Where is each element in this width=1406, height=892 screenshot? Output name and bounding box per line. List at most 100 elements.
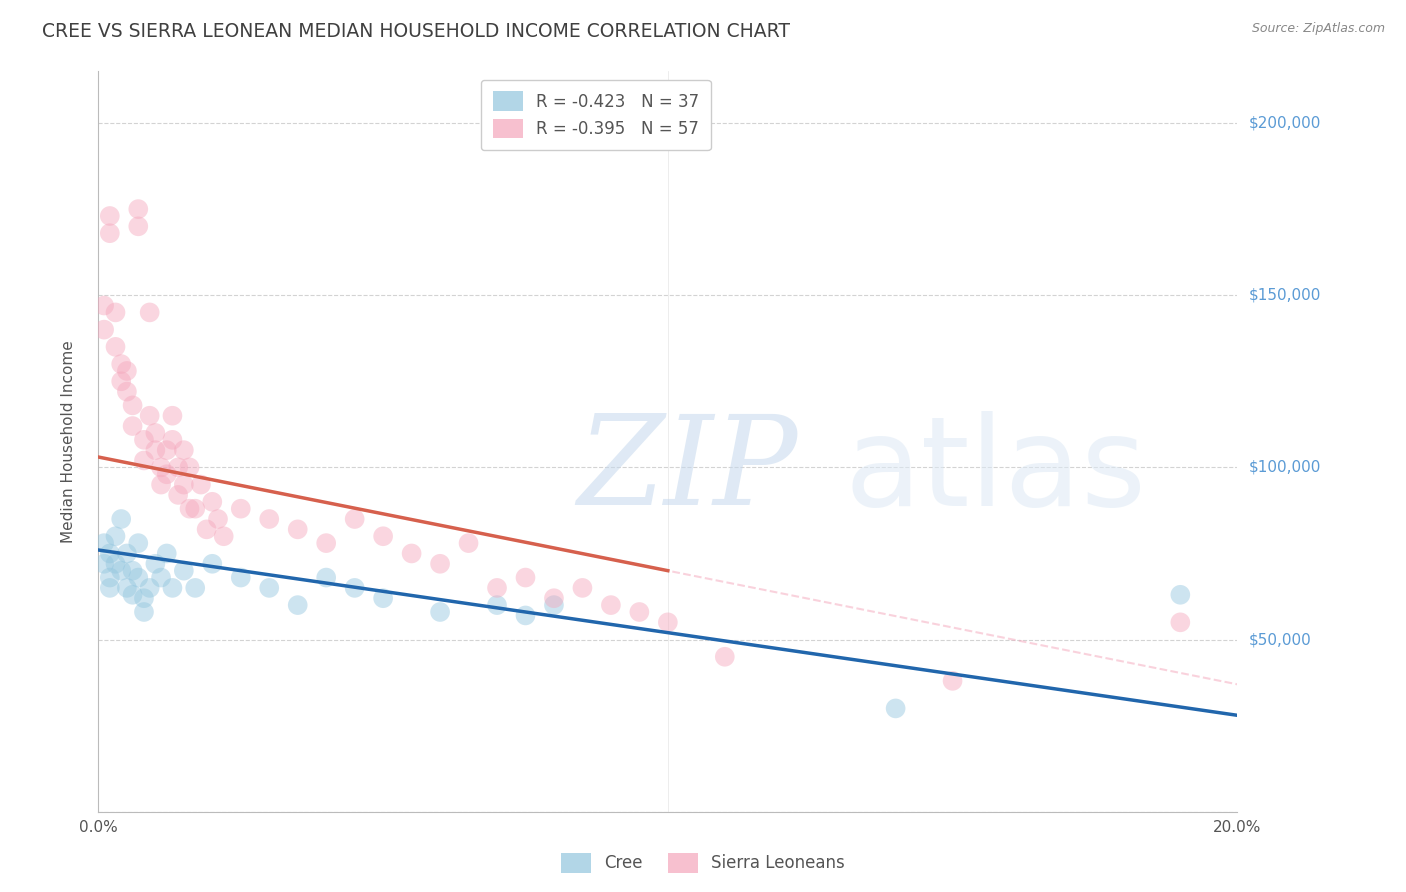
Point: [98, 226, 121, 240]
Point: [138, 409, 160, 423]
Point: [714, 649, 737, 664]
Legend: R = -0.423   N = 37, R = -0.395   N = 57: R = -0.423 N = 37, R = -0.395 N = 57: [481, 79, 711, 150]
Point: [104, 529, 127, 543]
Point: [429, 605, 451, 619]
Point: [115, 581, 138, 595]
Point: [201, 557, 224, 571]
Point: [98, 570, 121, 584]
Point: [543, 591, 565, 606]
Point: [571, 581, 593, 595]
Point: [287, 598, 309, 612]
Point: [98, 581, 121, 595]
Text: CREE VS SIERRA LEONEAN MEDIAN HOUSEHOLD INCOME CORRELATION CHART: CREE VS SIERRA LEONEAN MEDIAN HOUSEHOLD …: [42, 22, 790, 41]
Text: atlas: atlas: [845, 410, 1146, 532]
Point: [121, 398, 143, 412]
Point: [173, 564, 195, 578]
Point: [429, 557, 451, 571]
Point: [104, 340, 127, 354]
Point: [156, 443, 179, 458]
Point: [515, 570, 537, 584]
Point: [515, 608, 537, 623]
Point: [132, 453, 155, 467]
Point: [132, 605, 155, 619]
Point: [145, 557, 167, 571]
Point: [127, 219, 149, 234]
Point: [179, 460, 201, 475]
Point: [121, 588, 143, 602]
Point: [457, 536, 479, 550]
Point: [115, 384, 138, 399]
Point: [942, 673, 965, 688]
Point: [401, 546, 423, 560]
Point: [127, 202, 149, 216]
Point: [162, 409, 184, 423]
Point: [343, 512, 366, 526]
Point: [343, 581, 366, 595]
Point: [115, 364, 138, 378]
Point: [173, 477, 195, 491]
Point: [156, 546, 179, 560]
Point: [138, 581, 160, 595]
Point: [201, 495, 224, 509]
Point: [110, 512, 132, 526]
Point: [150, 477, 173, 491]
Point: [127, 570, 149, 584]
Point: [184, 581, 207, 595]
Point: [132, 591, 155, 606]
Point: [162, 581, 184, 595]
Text: $150,000: $150,000: [1249, 288, 1322, 302]
Point: [150, 570, 173, 584]
Point: [138, 305, 160, 319]
Point: [207, 512, 229, 526]
Point: [229, 570, 252, 584]
Legend: Cree, Sierra Leoneans: Cree, Sierra Leoneans: [554, 847, 852, 880]
Point: [98, 546, 121, 560]
Point: [1170, 615, 1192, 630]
Point: [93, 557, 115, 571]
Point: [121, 419, 143, 434]
Point: [195, 522, 218, 536]
Point: [315, 536, 337, 550]
Point: [287, 522, 309, 536]
Text: $50,000: $50,000: [1249, 632, 1312, 647]
Point: [543, 598, 565, 612]
Point: [884, 701, 907, 715]
Point: [486, 598, 509, 612]
Point: [115, 546, 138, 560]
Text: $200,000: $200,000: [1249, 115, 1322, 130]
Point: [1170, 588, 1192, 602]
Point: [184, 501, 207, 516]
Point: [156, 467, 179, 482]
Point: [93, 323, 115, 337]
Point: [190, 477, 212, 491]
Point: [167, 488, 190, 502]
Point: [145, 425, 167, 440]
Point: [259, 581, 281, 595]
Point: [167, 460, 190, 475]
Point: [373, 529, 395, 543]
Point: [93, 299, 115, 313]
Point: [179, 501, 201, 516]
Point: [132, 433, 155, 447]
Point: [93, 536, 115, 550]
Y-axis label: Median Household Income: Median Household Income: [62, 340, 76, 543]
Point: [657, 615, 679, 630]
Point: [600, 598, 623, 612]
Point: [145, 443, 167, 458]
Point: [315, 570, 337, 584]
Point: [150, 460, 173, 475]
Point: [259, 512, 281, 526]
Point: [110, 357, 132, 371]
Point: [229, 501, 252, 516]
Point: [110, 564, 132, 578]
Point: [162, 433, 184, 447]
Point: [104, 305, 127, 319]
Text: ZIP: ZIP: [576, 410, 797, 532]
Point: [486, 581, 509, 595]
Point: [628, 605, 651, 619]
Point: [121, 564, 143, 578]
Point: [173, 443, 195, 458]
Point: [373, 591, 395, 606]
Point: [127, 536, 149, 550]
Text: $100,000: $100,000: [1249, 460, 1322, 475]
